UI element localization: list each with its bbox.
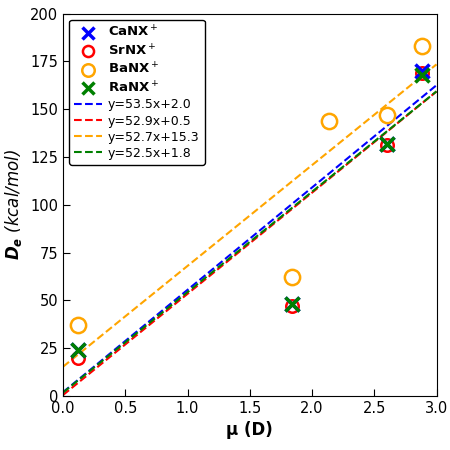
X-axis label: μ (D): μ (D)	[226, 421, 273, 439]
Y-axis label: $\bfit{D}_e$ (kcal/mol): $\bfit{D}_e$ (kcal/mol)	[4, 149, 24, 260]
Legend: CaNX$^+$, SrNX$^+$, BaNX$^+$, RaNX$^+$, y=53.5x+2.0, y=52.9x+0.5, y=52.7x+15.3, : CaNX$^+$, SrNX$^+$, BaNX$^+$, RaNX$^+$, …	[69, 20, 205, 165]
